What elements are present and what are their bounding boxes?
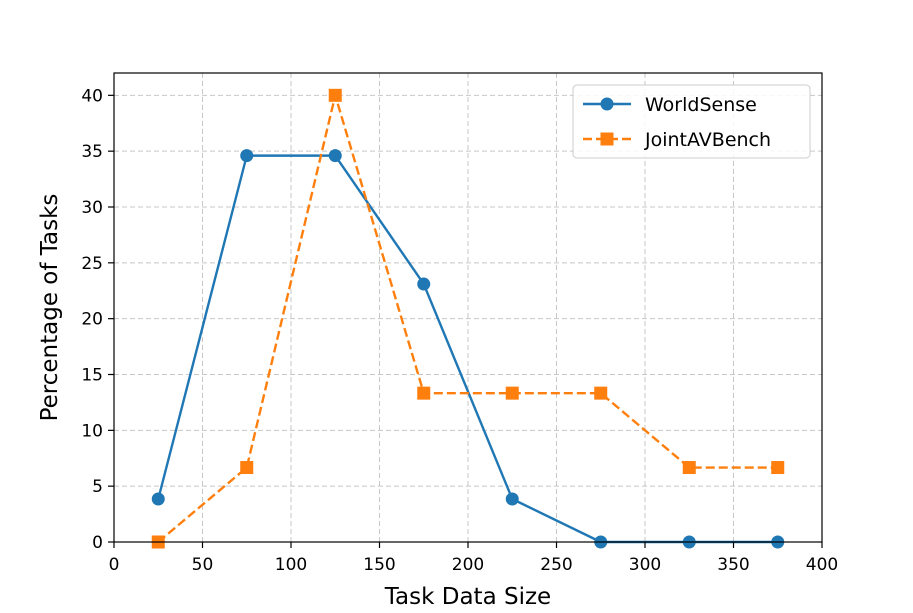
y-tick-label: 10 bbox=[81, 421, 103, 441]
x-axis-label: Task Data Size bbox=[384, 584, 551, 609]
legend-item: WorldSense bbox=[583, 94, 757, 116]
axis-ticks: 0 50 100 150 200 250 300 350 400 0 5 10 15 20 25 30 35 40 bbox=[81, 86, 838, 575]
y-tick-label: 25 bbox=[81, 254, 103, 274]
data-point bbox=[240, 461, 254, 475]
legend-marker bbox=[600, 132, 614, 146]
x-tick-label: 300 bbox=[629, 555, 661, 575]
data-point bbox=[328, 88, 342, 102]
y-axis-label: Percentage of Tasks bbox=[37, 194, 63, 422]
series-layer bbox=[151, 88, 785, 549]
x-tick-label: 350 bbox=[717, 555, 749, 575]
data-point bbox=[505, 386, 519, 400]
data-point bbox=[682, 461, 696, 475]
y-tick-label: 40 bbox=[81, 86, 103, 106]
data-point bbox=[505, 492, 519, 506]
x-tick-label: 50 bbox=[192, 555, 214, 575]
y-tick-label: 5 bbox=[92, 477, 103, 497]
data-point bbox=[417, 277, 431, 291]
x-tick-label: 400 bbox=[806, 555, 838, 575]
legend-marker bbox=[600, 97, 614, 111]
data-point bbox=[594, 386, 608, 400]
y-tick-label: 35 bbox=[81, 142, 103, 162]
y-tick-label: 20 bbox=[81, 310, 103, 330]
y-tick-label: 15 bbox=[81, 366, 103, 386]
x-tick-label: 200 bbox=[452, 555, 484, 575]
x-tick-label: 150 bbox=[363, 555, 395, 575]
data-point bbox=[240, 149, 254, 163]
legend-label: WorldSense bbox=[645, 94, 757, 116]
y-tick-label: 30 bbox=[81, 198, 103, 218]
data-point bbox=[417, 386, 431, 400]
legend: WorldSense JointAVBench bbox=[572, 84, 811, 159]
data-point bbox=[328, 149, 342, 163]
series-line bbox=[157, 94, 778, 543]
data-point bbox=[771, 461, 785, 475]
x-tick-label: 250 bbox=[540, 555, 572, 575]
y-tick-label: 0 bbox=[92, 533, 103, 553]
x-tick-label: 0 bbox=[109, 555, 120, 575]
legend-box bbox=[572, 84, 811, 159]
x-tick-label: 100 bbox=[275, 555, 307, 575]
data-point bbox=[151, 492, 165, 506]
legend-item: JointAVBench bbox=[583, 129, 771, 151]
legend-label: JointAVBench bbox=[644, 129, 771, 151]
series-jointavbench bbox=[151, 88, 785, 549]
